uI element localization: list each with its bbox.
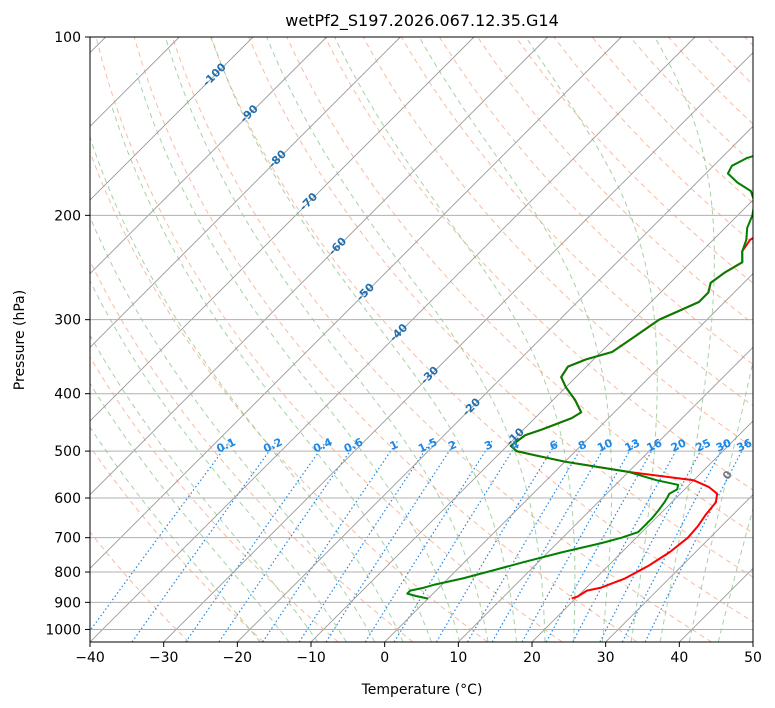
chart-title: wetPf2_S197.2026.067.12.35.G14 [285, 11, 559, 31]
dry-adiabat-line [90, 445, 264, 642]
y-tick-label: 200 [54, 208, 81, 224]
moist-adiabat-line [266, 37, 546, 642]
x-tick-label: 10 [449, 650, 467, 666]
isotherms [90, 37, 753, 642]
profile-series [406, 155, 753, 600]
mixing-ratio-label: 20 [669, 436, 689, 454]
y-tick-label: 500 [54, 444, 81, 460]
dry-adiabat-line [90, 356, 339, 642]
isotherm-line [90, 37, 548, 496]
y-tick-label: 700 [54, 531, 81, 547]
moist-adiabat-line [90, 334, 319, 642]
dry-adiabat-line [438, 37, 753, 366]
mixing-ratio-line [298, 440, 432, 642]
moist-adiabat-line [90, 279, 347, 642]
x-tick-label: −30 [149, 650, 179, 666]
isotherm-line [384, 273, 753, 642]
x-tick-label: −10 [296, 650, 326, 666]
moist-adiabat-line [90, 426, 261, 642]
dry-adiabat-line [90, 531, 190, 642]
mixing-ratio-label: 36 [735, 436, 755, 454]
x-tick-label: −40 [75, 650, 105, 666]
y-tick-label: 400 [54, 387, 81, 403]
plot-layers: -100-90-80-70-60-50-40-30-20-100.1 0.2 0.4… [90, 37, 755, 642]
mixing-ratio-line [185, 440, 328, 642]
plot-area [90, 37, 753, 642]
mixing-ratio-line [521, 440, 637, 642]
mixing-ratio-label: 13 [623, 436, 642, 454]
mixing-ratio-line [545, 440, 659, 642]
x-tick-label: 40 [670, 650, 688, 666]
isotherm-line [531, 420, 753, 642]
dry-adiabat-line [90, 150, 488, 642]
isotherm-line [237, 125, 753, 642]
mixing-ratio-line [435, 440, 558, 642]
x-tick-label: −20 [223, 650, 253, 666]
isotherm-line [458, 346, 753, 642]
mixing-ratio-label: 30 [714, 436, 734, 454]
moist-adiabat-line [418, 37, 613, 642]
mixing-ratio-line [325, 440, 457, 642]
mixing-ratio-label: 25 [693, 436, 712, 454]
moist-adiabat-line [654, 37, 715, 642]
isotherm-line [90, 37, 696, 642]
mixing-ratio-line [262, 440, 399, 642]
isotherm-line [90, 37, 254, 201]
isotherm-line [90, 37, 475, 422]
mixing-ratio-label: 16 [645, 436, 665, 454]
dewpoint-line [406, 155, 753, 600]
moist-adiabat-line [164, 37, 489, 642]
isotherm-line [605, 494, 753, 642]
dry-adiabat-line [95, 37, 563, 642]
y-tick-label: 300 [54, 313, 81, 329]
x-tick-label: 50 [744, 650, 762, 666]
x-axis-ticks: −40 −30 −20 −10 0 10 20 30 40 50 [75, 642, 762, 666]
x-axis-label: Temperature (°C) [361, 682, 483, 698]
mixing-ratio-label: 10 [595, 436, 615, 454]
isotherm-line [90, 37, 327, 275]
x-tick-label: 30 [597, 650, 615, 666]
plot-frame [89, 36, 754, 643]
y-axis-label: Pressure (hPa) [12, 290, 28, 390]
mixing-ratio-line [491, 440, 609, 642]
mixing-ratio-line [644, 440, 748, 642]
y-tick-label: 1000 [45, 622, 81, 638]
x-tick-label: 0 [380, 650, 389, 666]
moist-adiabat-line [525, 37, 658, 642]
dry-adiabat-line [248, 37, 753, 578]
y-tick-label: 600 [54, 491, 81, 507]
moist-adiabat-line [334, 37, 576, 642]
dry-adiabat-line [171, 37, 712, 642]
y-axis-ticks: 100 200 300 400 500 600 700 800 900 1000 [45, 30, 90, 638]
mixing-ratio-line [90, 440, 231, 632]
mixing-ratio-line [364, 440, 493, 642]
dry-adiabat-line [210, 37, 753, 623]
dry-adiabat-line [400, 37, 753, 407]
moist-adiabat-line [90, 382, 290, 642]
isotherm-line [163, 52, 753, 642]
mixing-ratio-line [572, 440, 683, 642]
moist-adiabat-line [210, 37, 517, 642]
mixing-ratio-line [131, 440, 278, 642]
y-tick-label: 800 [54, 565, 81, 581]
isotherm-line [90, 37, 622, 569]
isotherm-line [90, 37, 401, 348]
y-tick-label: 100 [54, 30, 81, 46]
isotherm-line [310, 199, 753, 642]
pressure-gridlines [90, 37, 753, 630]
x-tick-label: 20 [523, 650, 541, 666]
mixing-ratio-line [466, 440, 587, 642]
y-tick-label: 900 [54, 595, 81, 611]
dry-adiabat-line [515, 37, 753, 284]
